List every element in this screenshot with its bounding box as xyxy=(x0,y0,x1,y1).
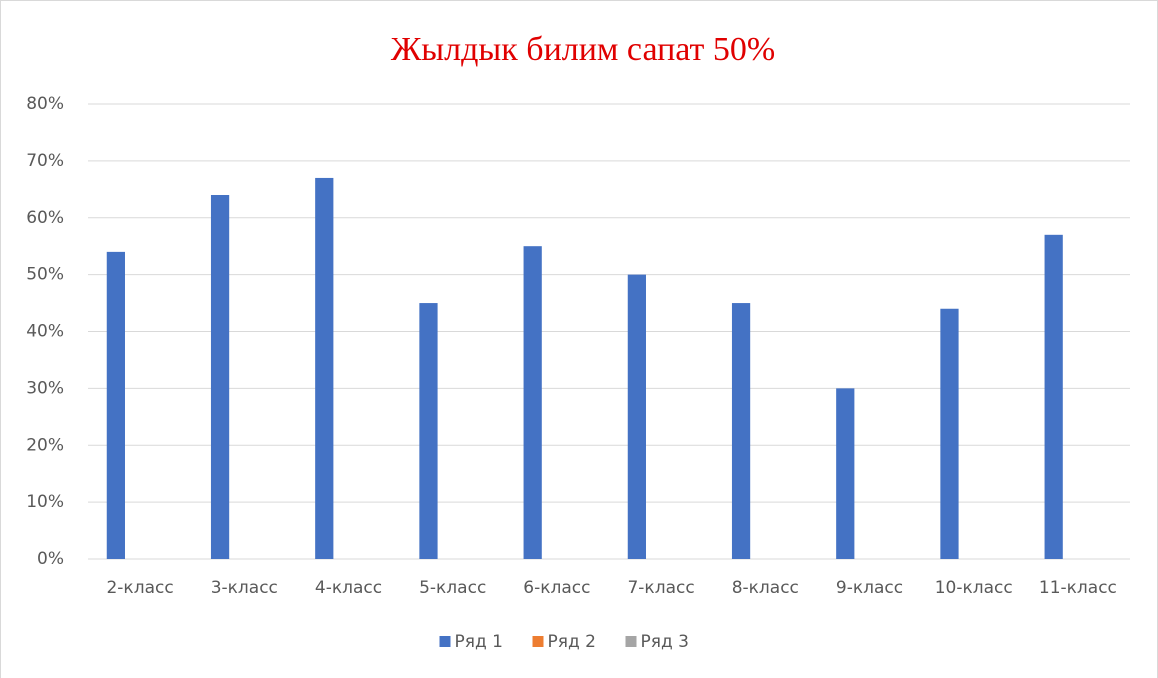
x-tick-label: 11-класс xyxy=(1039,578,1117,598)
y-tick-label: 60% xyxy=(26,208,64,228)
y-tick-label: 50% xyxy=(26,265,64,285)
y-tick-label: 0% xyxy=(37,549,64,569)
legend-swatch xyxy=(532,636,544,647)
bar xyxy=(315,177,334,559)
bar xyxy=(1044,234,1063,559)
x-tick-label: 7-класс xyxy=(627,578,694,598)
x-tick-label: 10-класс xyxy=(935,578,1013,598)
y-tick-label: 20% xyxy=(26,435,64,455)
bar xyxy=(210,195,230,559)
y-tick-label: 80% xyxy=(26,94,64,114)
bar xyxy=(106,251,125,559)
legend-label: Ряд 3 xyxy=(641,632,689,652)
legend-swatch xyxy=(625,636,637,647)
y-tick-label: 30% xyxy=(26,378,64,398)
bar xyxy=(836,388,855,559)
x-tick-label: 9-класс xyxy=(836,578,903,598)
y-tick-label: 40% xyxy=(26,322,64,342)
legend-label: Ряд 1 xyxy=(455,632,503,652)
bar xyxy=(419,303,438,559)
legend-label: Ряд 2 xyxy=(548,632,596,652)
x-tick-label: 8-класс xyxy=(732,578,799,598)
x-tick-label: 5-класс xyxy=(419,578,486,598)
bar xyxy=(523,246,542,559)
bar xyxy=(627,274,646,559)
x-tick-label: 4-класс xyxy=(315,578,382,598)
bar xyxy=(731,303,751,559)
x-tick-label: 3-класс xyxy=(211,578,278,598)
y-tick-label: 70% xyxy=(26,151,64,171)
x-tick-label: 2-класс xyxy=(106,578,173,598)
bar xyxy=(940,308,959,559)
x-tick-label: 6-класс xyxy=(523,578,590,598)
legend-swatch xyxy=(439,636,451,647)
chart-title: Жылдык билим сапат 50% xyxy=(391,31,775,68)
y-tick-label: 10% xyxy=(26,492,64,512)
